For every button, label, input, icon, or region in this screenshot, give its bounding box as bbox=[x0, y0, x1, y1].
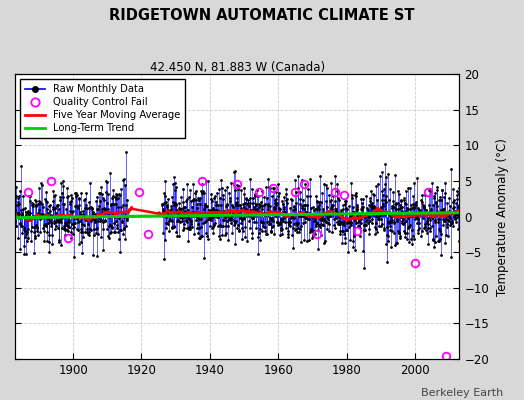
Title: 42.450 N, 81.883 W (Canada): 42.450 N, 81.883 W (Canada) bbox=[150, 61, 325, 74]
Legend: Raw Monthly Data, Quality Control Fail, Five Year Moving Average, Long-Term Tren: Raw Monthly Data, Quality Control Fail, … bbox=[20, 79, 185, 138]
Y-axis label: Temperature Anomaly (°C): Temperature Anomaly (°C) bbox=[496, 138, 509, 296]
Text: Berkeley Earth: Berkeley Earth bbox=[421, 388, 503, 398]
Text: RIDGETOWN AUTOMATIC CLIMATE ST: RIDGETOWN AUTOMATIC CLIMATE ST bbox=[109, 8, 415, 23]
